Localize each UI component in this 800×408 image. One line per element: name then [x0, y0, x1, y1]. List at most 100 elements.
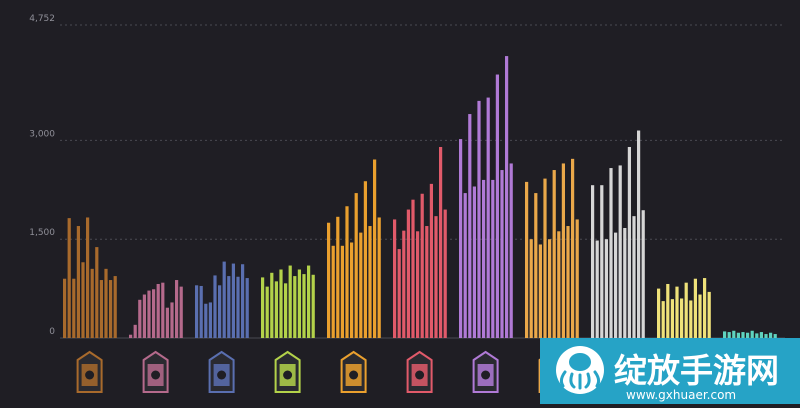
bar-group — [63, 217, 117, 338]
bars — [63, 56, 777, 339]
bar — [575, 219, 579, 338]
bar — [411, 199, 415, 338]
bar — [698, 294, 702, 338]
bar — [67, 218, 71, 338]
bar — [420, 193, 424, 338]
cross-icon — [340, 350, 367, 393]
bar — [707, 291, 711, 338]
bar — [236, 276, 240, 338]
bar — [482, 179, 486, 338]
bar — [99, 280, 103, 338]
bar — [495, 74, 499, 339]
bar — [90, 268, 94, 338]
bar — [680, 298, 684, 338]
bar — [76, 226, 80, 338]
bar — [703, 278, 707, 338]
bar — [293, 276, 297, 338]
bar — [327, 222, 331, 338]
bar — [336, 216, 340, 338]
bar — [340, 245, 344, 338]
bar — [142, 294, 146, 338]
bar — [231, 263, 235, 338]
bar — [746, 332, 750, 338]
bar — [109, 280, 113, 338]
bar — [175, 280, 179, 338]
bar — [439, 146, 443, 338]
bar — [505, 56, 509, 338]
bar — [311, 274, 315, 338]
bar — [179, 286, 183, 338]
y-tick-label: 4,752 — [29, 14, 55, 24]
bar — [288, 265, 292, 338]
bar — [274, 281, 278, 338]
bar — [307, 265, 311, 338]
bar — [463, 193, 467, 338]
bar — [359, 232, 363, 338]
bar-group — [195, 261, 249, 338]
bar-group — [657, 278, 711, 338]
bar — [614, 232, 618, 338]
bar — [425, 226, 429, 338]
mask-pair-icon — [142, 350, 169, 393]
bar — [591, 185, 595, 338]
bar — [468, 114, 472, 338]
bar — [769, 332, 773, 338]
y-axis: 0 1,500 3,000 4,752 — [29, 14, 55, 337]
bar — [245, 278, 249, 338]
bar — [95, 247, 99, 338]
bar — [397, 249, 401, 338]
bar — [113, 276, 117, 338]
bar — [529, 239, 533, 338]
bar — [525, 181, 529, 338]
bar — [509, 163, 513, 338]
bar — [377, 217, 381, 338]
watermark-url: www.gxhuaer.com — [626, 388, 736, 402]
bar — [270, 272, 274, 338]
bar — [486, 97, 490, 338]
bar — [595, 240, 599, 338]
horned-demon-icon — [406, 350, 433, 393]
bar — [104, 268, 108, 338]
bar — [284, 283, 288, 338]
eye-drop-icon — [208, 350, 235, 393]
bar — [363, 181, 367, 338]
bar — [727, 332, 731, 338]
bar — [675, 286, 679, 338]
skull-icon — [274, 350, 301, 393]
bar — [657, 288, 661, 338]
bar — [627, 146, 631, 338]
bar — [213, 275, 217, 338]
bar — [331, 245, 335, 338]
watermark-brand: 绽放手游网 — [614, 351, 779, 390]
bar — [732, 330, 736, 338]
bar — [345, 206, 349, 338]
bar — [199, 285, 203, 338]
bar — [161, 282, 165, 338]
bar — [147, 290, 151, 338]
y-tick-label: 0 — [49, 327, 55, 337]
bar — [689, 300, 693, 338]
bar — [373, 159, 377, 338]
bar — [208, 302, 212, 338]
bar-group — [129, 280, 183, 338]
bar — [72, 278, 76, 338]
bar-group — [525, 158, 579, 338]
bar — [241, 264, 245, 338]
bar — [552, 170, 556, 338]
bar-group — [261, 265, 315, 338]
bar — [477, 100, 481, 338]
bar-group — [591, 130, 645, 338]
bar — [609, 168, 613, 338]
bar — [152, 289, 156, 338]
bar — [350, 242, 354, 338]
bar — [759, 332, 763, 338]
bar — [566, 226, 570, 338]
bar — [434, 216, 438, 338]
bar — [86, 217, 90, 338]
bar-group — [327, 159, 381, 338]
bar — [736, 332, 740, 338]
bar — [63, 278, 67, 338]
bar — [561, 163, 565, 338]
bar — [354, 193, 358, 338]
bar — [170, 302, 174, 338]
